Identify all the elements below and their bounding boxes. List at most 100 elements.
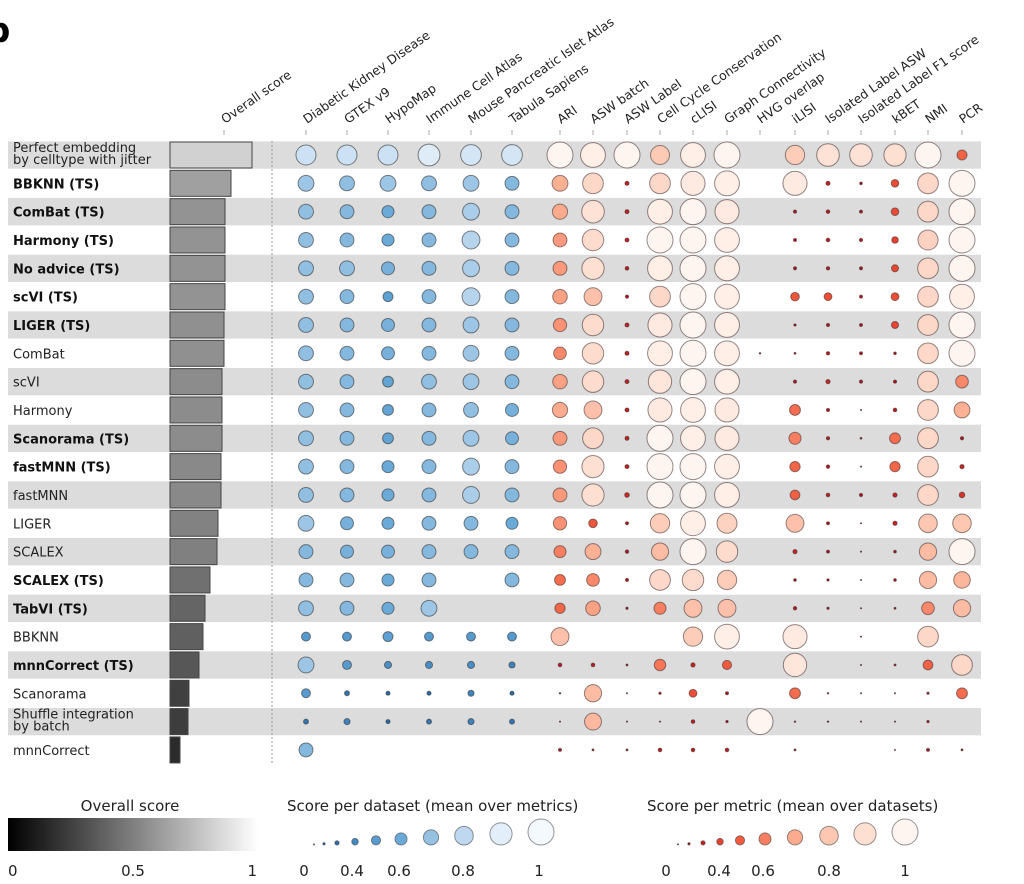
metric-score-dot (782, 170, 808, 196)
metric-score-dot (859, 408, 863, 412)
metric-score-dot (650, 145, 670, 165)
metric-score-dot (859, 550, 863, 553)
metric-score-dot (657, 747, 663, 753)
row-label-line: No advice (TS) (13, 262, 120, 277)
overall-legend-tick: 1 (247, 862, 257, 880)
dataset-score-dot (504, 260, 520, 276)
dataset-score-dot (509, 690, 515, 696)
metric-score-dot (959, 436, 965, 441)
dataset-score-dot (339, 402, 355, 418)
metric-score-dot (646, 424, 674, 452)
column-header: NMI (922, 101, 950, 127)
metric-score-dot (553, 545, 567, 559)
metric-score-dot (859, 635, 863, 638)
overall-score-bar (169, 708, 189, 736)
metric-score-dot (649, 569, 671, 591)
metric-score-dot (892, 520, 898, 526)
dataset-score-dot (297, 174, 315, 192)
row-band (8, 566, 981, 594)
row-label-line: Harmony (TS) (13, 234, 114, 249)
dataset-score-dot (504, 402, 520, 417)
overall-score-bar (169, 651, 200, 679)
metric-score-dot (960, 748, 964, 752)
row-label-line: Scanorama (TS) (13, 432, 129, 447)
metric-score-dot (890, 292, 900, 302)
dataset-score-dot (381, 573, 395, 587)
metric-score-dot (551, 203, 569, 220)
metric-score-dot (624, 209, 630, 215)
dataset-score-dot (421, 289, 437, 305)
dataset-score-dot (382, 375, 394, 388)
metric-score-dot (789, 687, 801, 700)
dataset-score-dot (301, 688, 311, 699)
dataset-score-dot (383, 660, 393, 669)
dataset-score-dot (504, 345, 520, 361)
row-label-line: scVI (13, 376, 40, 391)
dataset-score-dot (339, 175, 355, 192)
row-band (8, 226, 981, 254)
row-label-line: BBKNN (TS) (13, 177, 99, 192)
dataset-score-dot (339, 487, 355, 503)
overall-score-bar (169, 481, 222, 509)
row-band (8, 453, 981, 481)
dataset-score-dot (298, 232, 314, 248)
metric-score-dot (859, 692, 863, 695)
dataset-score-dot (297, 514, 315, 532)
row-band (8, 651, 981, 679)
metric-score-dot (714, 425, 740, 451)
metric-score-dot (649, 513, 671, 534)
metric-score-dot (646, 226, 674, 254)
metric-legend-dot (891, 818, 919, 846)
metric-legend-dot (758, 832, 772, 846)
metric-score-dot (624, 350, 630, 356)
metric-score-dot (581, 483, 605, 507)
metric-score-dot (792, 548, 798, 555)
metric-score-dot (826, 692, 830, 695)
metric-score-dot (793, 748, 797, 752)
dataset-score-dot (298, 345, 314, 362)
dataset-score-dot (504, 459, 520, 475)
metric-score-dot (859, 181, 863, 186)
metric-legend-tick: 0.4 (707, 862, 731, 880)
metric-score-dot (825, 379, 831, 385)
dataset-score-dot (298, 487, 314, 503)
metric-score-dot (782, 624, 808, 650)
dataset-score-dot (303, 718, 309, 725)
dataset-score-dot (342, 659, 352, 670)
dataset-score-dot (460, 144, 482, 166)
dataset-score-dot (421, 204, 437, 220)
dataset-score-dot (339, 317, 355, 333)
metric-score-dot (714, 368, 740, 395)
dataset-score-dot (507, 631, 517, 642)
overall-score-bar (169, 283, 226, 311)
metric-score-dot (917, 172, 939, 195)
metric-score-dot (647, 312, 673, 338)
dataset-score-dot (462, 174, 480, 192)
metric-score-dot (581, 256, 605, 280)
metric-score-dot (825, 209, 831, 214)
row-band (8, 368, 981, 396)
metric-score-dot (625, 663, 629, 667)
row-label: No advice (TS) (13, 262, 120, 277)
metric-score-dot (624, 435, 630, 441)
metric-score-dot (893, 663, 897, 667)
metric-score-dot (552, 373, 568, 390)
metric-score-dot (890, 320, 900, 330)
overall-score-bar (169, 736, 181, 764)
row-band (8, 396, 981, 424)
row-band (8, 594, 981, 622)
metric-score-dot (680, 425, 706, 452)
metric-score-dot (624, 265, 630, 271)
metric-score-dot (552, 317, 568, 333)
dataset-legend-title: Score per dataset (mean over metrics) (287, 797, 578, 815)
metric-score-dot (858, 492, 864, 498)
row-band (8, 254, 981, 283)
metric-score-dot (825, 436, 831, 441)
row-label-line: BBKNN (13, 631, 59, 646)
metric-score-dot (591, 748, 595, 752)
metric-score-dot (647, 369, 673, 394)
metric-score-dot (584, 543, 602, 561)
metric-score-dot (921, 601, 935, 616)
metric-score-dot (858, 294, 864, 299)
dataset-legend-dot (322, 842, 326, 846)
